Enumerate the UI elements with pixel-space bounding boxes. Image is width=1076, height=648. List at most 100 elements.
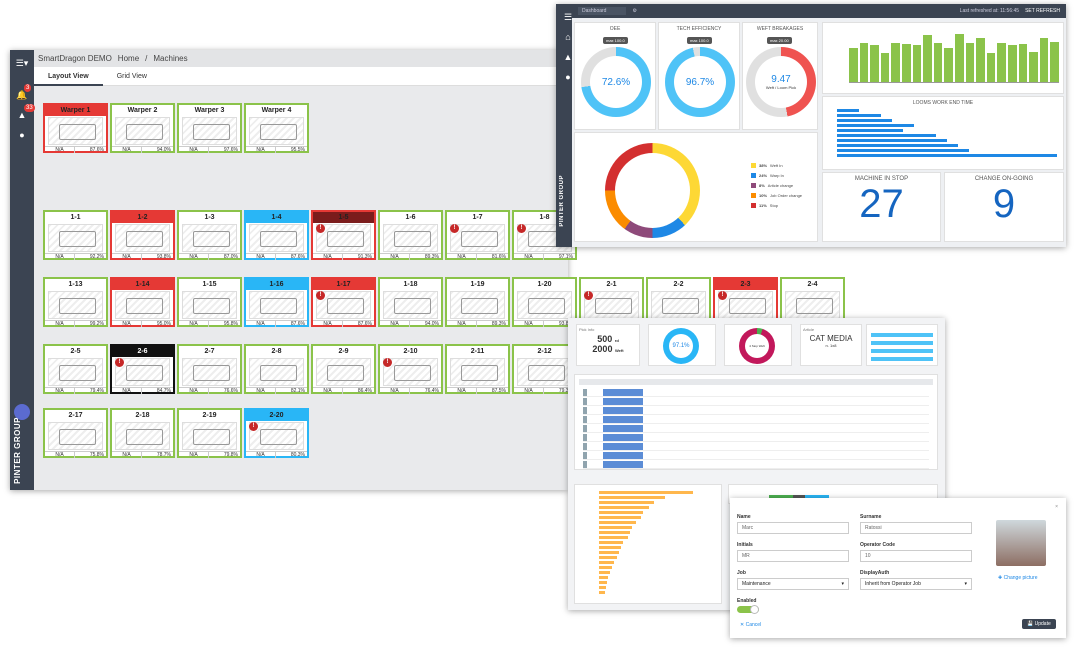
- machine-name: 1-17: [313, 279, 374, 290]
- table-row[interactable]: [583, 407, 929, 415]
- hbar: [837, 139, 947, 142]
- machine-card[interactable]: 1-13 N/A 99.2%: [43, 277, 108, 327]
- machine-card[interactable]: 1-19 N/A 89.3%: [445, 277, 510, 327]
- machine-card[interactable]: 2-8 N/A 82.1%: [244, 344, 309, 394]
- change-title: CHANGE ON-GOING: [974, 176, 1034, 182]
- menu-icon[interactable]: ☰▾: [15, 57, 29, 68]
- hbar: [837, 154, 1057, 157]
- machine-job: N/A: [390, 254, 399, 260]
- table-row[interactable]: [583, 425, 929, 433]
- machine-card[interactable]: ! 1-17 N/A 87.6%: [311, 277, 376, 327]
- machine-efficiency: 79.4%: [74, 388, 106, 394]
- initials-field[interactable]: MR: [737, 550, 849, 562]
- refresh-button[interactable]: SET REFRESH: [1025, 8, 1060, 14]
- machine-card[interactable]: ! 2-10 N/A 76.4%: [378, 344, 443, 394]
- legend-swatch: [751, 193, 756, 198]
- bar: [954, 33, 964, 82]
- machine-card[interactable]: 1-4 N/A 87.6%: [244, 210, 309, 260]
- gear-icon[interactable]: ⚙: [632, 8, 637, 14]
- machine-card[interactable]: Warper 1 N/A 87.6%: [43, 103, 108, 153]
- machine-card[interactable]: 1-18 N/A 94.0%: [378, 277, 443, 327]
- machine-card[interactable]: 1-20 N/A 93.8%: [512, 277, 577, 327]
- crumb-home[interactable]: Home: [117, 54, 140, 63]
- surname-field[interactable]: Ratossi: [860, 522, 972, 534]
- machine-card[interactable]: 1-15 N/A 95.8%: [177, 277, 242, 327]
- machine-name: 1-4: [246, 212, 307, 223]
- table-row[interactable]: [583, 434, 929, 442]
- legend-label: Article change: [767, 183, 794, 188]
- crumb-machines[interactable]: Machines: [153, 54, 188, 63]
- table-row[interactable]: [583, 461, 929, 469]
- change-picture-label: Change picture: [1003, 575, 1038, 581]
- home-icon[interactable]: ⌂: [565, 32, 571, 42]
- table-row[interactable]: [583, 443, 929, 451]
- machine-card[interactable]: ! 2-6 N/A 84.7%: [110, 344, 175, 394]
- machine-job: N/A: [189, 254, 198, 260]
- legend-pct: 38%: [759, 163, 768, 168]
- bar: [1018, 43, 1028, 82]
- machine-card[interactable]: 2-12 N/A 79.3%: [512, 344, 577, 394]
- loom-image: [115, 422, 170, 450]
- tab-layout-view[interactable]: Layout View: [34, 67, 103, 86]
- machine-card[interactable]: 1-16 N/A 87.6%: [244, 277, 309, 327]
- machine-card[interactable]: 1-1 N/A 92.2%: [43, 210, 108, 260]
- warning-icon[interactable]: ▲ 33: [17, 104, 35, 120]
- machine-card[interactable]: 1-3 N/A 87.0%: [177, 210, 242, 260]
- machine-card[interactable]: 2-17 N/A 75.8%: [43, 408, 108, 458]
- tab-grid-view[interactable]: Grid View: [116, 72, 147, 80]
- machine-card[interactable]: 1-14 N/A 95.0%: [110, 277, 175, 327]
- bar: [1029, 51, 1038, 82]
- loom-image: [383, 224, 438, 252]
- machine-name: 1-14: [112, 279, 173, 290]
- machine-card[interactable]: Warper 4 N/A 95.5%: [244, 103, 309, 153]
- displayauth-select[interactable]: Inherit from Operator Job ▾: [860, 578, 972, 590]
- machine-card[interactable]: 2-18 N/A 78.7%: [110, 408, 175, 458]
- alert-icon: !: [584, 291, 593, 300]
- enabled-toggle[interactable]: [737, 605, 759, 614]
- update-button[interactable]: 💾 Update: [1022, 619, 1056, 629]
- machine-card[interactable]: ! 1-5 N/A 91.3%: [311, 210, 376, 260]
- hbar: [599, 546, 621, 549]
- menu-icon[interactable]: ☰: [563, 11, 573, 22]
- machine-card[interactable]: Warper 2 N/A 94.0%: [110, 103, 175, 153]
- name-field[interactable]: Marc: [737, 522, 849, 534]
- machine-name: 1-3: [204, 214, 215, 221]
- table-row[interactable]: [583, 389, 929, 397]
- machine-card[interactable]: 1-6 N/A 89.3%: [378, 210, 443, 260]
- hbar: [599, 536, 628, 539]
- machine-card[interactable]: 2-5 N/A 79.4%: [43, 344, 108, 394]
- update-label: Update: [1034, 621, 1051, 627]
- table-row[interactable]: [583, 398, 929, 406]
- job-select[interactable]: Maintenance ▾: [737, 578, 849, 590]
- machine-card[interactable]: 2-19 N/A 79.8%: [177, 408, 242, 458]
- loom-image: [450, 224, 505, 252]
- machine-job: N/A: [122, 254, 131, 260]
- machine-card[interactable]: ! 1-7 N/A 81.6%: [445, 210, 510, 260]
- close-icon[interactable]: ×: [1055, 504, 1058, 510]
- user-icon[interactable]: ●: [565, 72, 571, 82]
- table-row[interactable]: [583, 452, 929, 460]
- loom-image: [785, 291, 840, 319]
- user-icon[interactable]: ●: [19, 130, 25, 140]
- pick-label: Pick Info: [579, 327, 595, 332]
- warning-icon[interactable]: ▲: [563, 52, 573, 62]
- machine-card[interactable]: ! 2-20 N/A 80.3%: [244, 408, 309, 458]
- machine-job: N/A: [390, 388, 399, 394]
- machine-card[interactable]: 2-9 N/A 86.4%: [311, 344, 376, 394]
- change-picture-link[interactable]: ✚ Change picture: [998, 575, 1038, 581]
- machine-card[interactable]: 2-7 N/A 76.6%: [177, 344, 242, 394]
- legend-label: Warp In: [770, 173, 784, 178]
- machine-card[interactable]: 2-11 N/A 87.5%: [445, 344, 510, 394]
- table-row[interactable]: [583, 416, 929, 424]
- machine-card[interactable]: 1-2 N/A 93.8%: [110, 210, 175, 260]
- machine-card[interactable]: Warper 3 N/A 97.6%: [177, 103, 242, 153]
- oee-value: 72.6%: [590, 56, 642, 108]
- stop-reasons-legend: 38% Weft In 24% Warp In 8% Article change 1…: [751, 163, 802, 213]
- operator-code-field[interactable]: 10: [860, 550, 972, 562]
- cancel-button[interactable]: ✕ Cancel: [740, 622, 762, 628]
- machine-job: N/A: [524, 388, 533, 394]
- dashboard-select[interactable]: Dashboard: [578, 7, 627, 15]
- bell-icon[interactable]: 🔔 3: [16, 84, 32, 100]
- loom-image: [316, 291, 371, 319]
- hbar: [837, 119, 892, 122]
